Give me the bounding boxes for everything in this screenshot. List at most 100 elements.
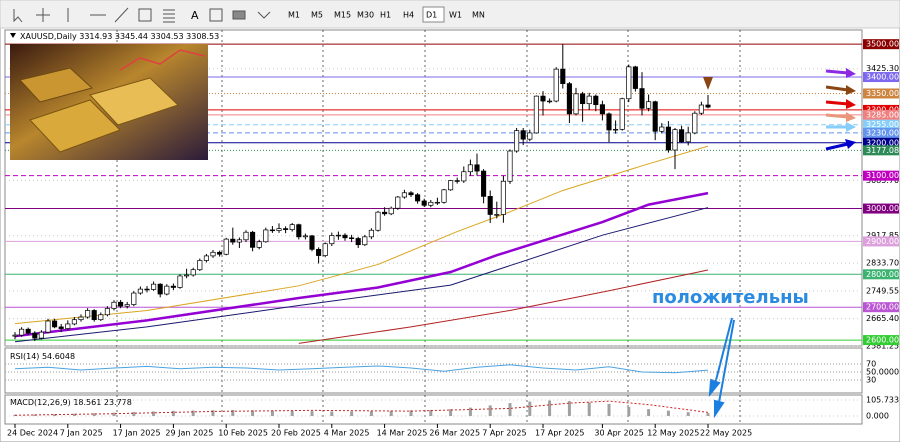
- macd-signal: [14, 400, 709, 416]
- image-chart-line: [119, 49, 206, 71]
- candle: [646, 94, 652, 112]
- channel-icon[interactable]: [138, 8, 152, 22]
- candle: [520, 128, 526, 146]
- candle: [32, 331, 38, 342]
- arrow-head: [845, 139, 856, 149]
- candle: [58, 323, 64, 333]
- timeframe-button[interactable]: M30: [357, 11, 374, 20]
- level-label-box: [863, 302, 899, 313]
- candle-body: [415, 194, 421, 202]
- candle: [613, 120, 619, 134]
- candle-body: [632, 66, 638, 89]
- candle-body: [481, 170, 487, 197]
- candle: [71, 317, 77, 326]
- candle-body: [474, 164, 480, 172]
- level-label: 2600.00: [866, 336, 899, 345]
- candle-body: [395, 196, 401, 209]
- macd-bar: [251, 410, 255, 416]
- timeframe-button[interactable]: H1: [380, 11, 391, 20]
- timeframe-button[interactable]: MN: [472, 11, 485, 20]
- candle-body: [487, 196, 493, 215]
- arrow-line: [825, 142, 849, 151]
- candle: [626, 64, 632, 103]
- candle-body: [698, 104, 704, 114]
- rsi-value: 54.6048: [42, 352, 75, 361]
- candle: [131, 291, 137, 307]
- timeframe-button[interactable]: M1: [288, 11, 300, 20]
- candle: [289, 223, 295, 232]
- macd-signal-value: 23.778: [104, 398, 132, 407]
- candle-body: [296, 224, 302, 238]
- candle-body: [586, 95, 592, 105]
- macd-bar: [231, 409, 235, 416]
- moving-average: [14, 191, 709, 338]
- candle: [269, 225, 275, 233]
- candle-body: [514, 130, 520, 152]
- candle: [170, 283, 176, 291]
- candle: [375, 210, 381, 232]
- candle-body: [619, 98, 625, 130]
- candle-body: [434, 201, 440, 204]
- candle: [137, 286, 143, 295]
- level-label: 2800.00: [866, 270, 899, 279]
- rsi-line: [14, 364, 709, 374]
- timeframe-button[interactable]: W1: [449, 11, 462, 20]
- timeframe-button[interactable]: M15: [334, 11, 351, 20]
- gold-bar: [89, 77, 179, 126]
- x-tick-label: 10 Feb 2025: [218, 429, 268, 438]
- candle: [467, 159, 473, 176]
- timeframe-button[interactable]: H4: [403, 11, 414, 20]
- candle-body: [375, 211, 381, 231]
- rsi-tick-label: 70: [866, 360, 876, 369]
- candle: [421, 198, 427, 207]
- candle-body: [217, 251, 223, 255]
- macd-bar: [686, 412, 690, 416]
- crosshair-icon[interactable]: [36, 8, 50, 22]
- level-label: 3500.00: [866, 40, 899, 49]
- candle: [481, 169, 487, 204]
- arrow-icon[interactable]: [257, 11, 271, 19]
- candle: [454, 177, 460, 184]
- candle: [91, 309, 97, 322]
- x-tick-label: 14 Mar 2025: [377, 429, 428, 438]
- candle: [355, 236, 361, 249]
- candle: [659, 123, 665, 134]
- shape-icon[interactable]: [232, 10, 246, 20]
- cursor-icon[interactable]: [13, 9, 23, 23]
- fibo-icon[interactable]: [163, 9, 175, 23]
- annotation-arrows: [703, 68, 856, 419]
- candle-body: [91, 310, 97, 321]
- macd-bar: [666, 410, 670, 416]
- header-marker: [10, 33, 16, 38]
- macd-bar: [310, 411, 314, 416]
- candle-body: [71, 319, 77, 325]
- candle: [547, 98, 553, 104]
- label-icon[interactable]: [209, 8, 223, 22]
- macd-bar: [468, 407, 472, 416]
- rsi-label: RSI(14) 54.6048: [10, 352, 75, 361]
- candle-body: [236, 239, 242, 243]
- candle: [203, 253, 209, 263]
- candle: [38, 330, 44, 340]
- arrow-line: [825, 100, 849, 106]
- level-label-box: [863, 39, 899, 50]
- candle-body: [177, 275, 183, 288]
- candle: [118, 299, 124, 309]
- candle-body: [118, 301, 124, 307]
- timeframe-button[interactable]: M5: [311, 11, 323, 20]
- candle-body: [32, 332, 38, 339]
- candle-body: [151, 283, 157, 290]
- candle: [382, 207, 388, 216]
- macd-tick-label: 105.733: [866, 395, 899, 404]
- candle: [593, 94, 599, 112]
- candle-body: [223, 238, 229, 255]
- macd-bar: [449, 409, 453, 416]
- level-label-box: [863, 335, 899, 346]
- candle: [705, 94, 711, 109]
- candle-body: [368, 229, 374, 238]
- timeframe-button[interactable]: D1: [426, 11, 437, 20]
- candle-body: [685, 132, 691, 143]
- text-icon[interactable]: A: [191, 9, 199, 22]
- candle: [527, 129, 533, 142]
- trend-icon[interactable]: [114, 7, 129, 23]
